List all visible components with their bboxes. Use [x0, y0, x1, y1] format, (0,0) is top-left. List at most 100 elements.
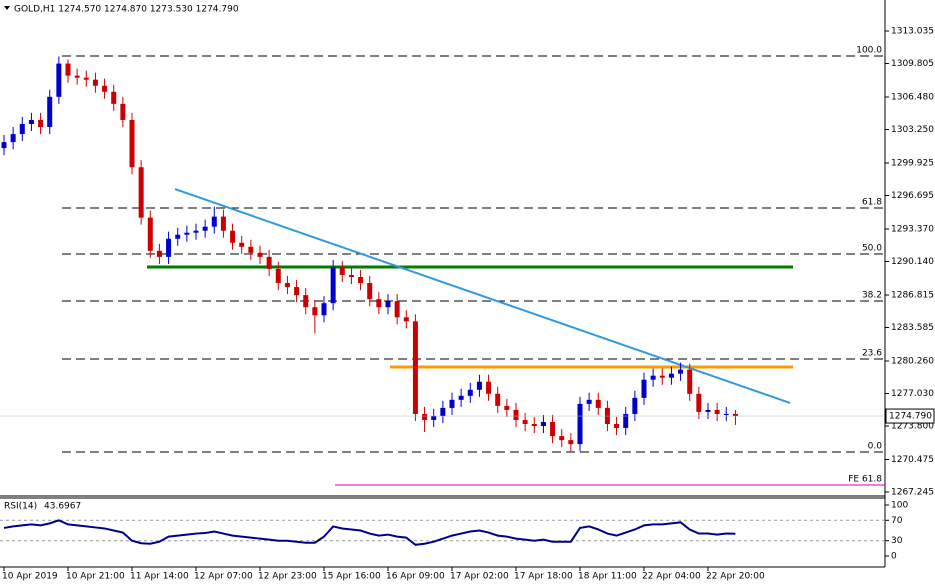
- candle-body: [193, 230, 199, 233]
- y-tick-label: 1283.585: [891, 323, 934, 333]
- candle-body: [376, 299, 382, 308]
- candle-body: [586, 399, 592, 404]
- y-tick-label: 1293.370: [891, 224, 934, 234]
- candle-body: [239, 242, 245, 247]
- candle-body: [577, 403, 583, 445]
- candle-body: [358, 277, 364, 284]
- symbol-info: GOLD,H1 1274.570 1274.870 1273.530 1274.…: [14, 5, 239, 15]
- candle-body: [550, 421, 556, 437]
- fib-label: 100.0: [856, 46, 882, 56]
- candle-body: [687, 369, 693, 394]
- candle-body: [723, 413, 729, 415]
- candle-body: [458, 395, 464, 400]
- candle-body: [385, 301, 391, 308]
- x-tick-label: 17 Apr 18:00: [514, 572, 573, 582]
- x-tick-label: 10 Apr 21:00: [66, 572, 125, 582]
- candle-body: [284, 283, 290, 288]
- y-tick-label: 1299.925: [891, 158, 934, 168]
- candle-body: [659, 375, 665, 378]
- candle-body: [74, 75, 80, 78]
- candle-body: [668, 373, 674, 378]
- y-tick-label: 1277.030: [891, 389, 934, 399]
- x-tick-label: 15 Apr 16:00: [322, 572, 381, 582]
- rsi-tick-label: 100: [891, 501, 908, 511]
- candle-body: [111, 91, 117, 104]
- candle-body: [412, 321, 418, 414]
- trend-line: [174, 188, 791, 404]
- candle-body: [321, 303, 327, 316]
- symbol-arrow: [4, 6, 10, 10]
- candle-body: [732, 413, 738, 417]
- candle-body: [92, 79, 98, 86]
- candle-body: [339, 266, 345, 276]
- candle-body: [641, 379, 647, 398]
- candle-body: [19, 123, 25, 135]
- rsi-value: 43.6967: [44, 502, 81, 512]
- y-tick-label: 1270.475: [891, 455, 934, 465]
- y-tick-label: 1267.245: [891, 488, 934, 498]
- candle-body: [714, 409, 720, 414]
- candle-body: [403, 317, 409, 322]
- y-tick-label: 1296.695: [891, 191, 934, 201]
- candle-body: [230, 230, 236, 243]
- x-tick-label: 11 Apr 14:00: [130, 572, 189, 582]
- x-tick-label: 10 Apr 2019: [2, 572, 58, 582]
- y-tick-label: 1290.140: [891, 257, 934, 267]
- y-tick-label: 1273.800: [891, 422, 934, 432]
- candle-body: [449, 399, 455, 408]
- candle-body: [28, 119, 34, 124]
- x-tick-label: 12 Apr 23:00: [258, 572, 317, 582]
- candle-body: [531, 424, 537, 427]
- candle-body: [175, 234, 181, 239]
- candle-body: [248, 246, 254, 253]
- candle-body: [495, 393, 501, 406]
- fib-label: 61.8: [862, 198, 882, 208]
- fib-label: FE 61.8: [848, 475, 882, 485]
- candle-body: [650, 375, 656, 380]
- candle-body: [166, 238, 172, 257]
- price-label: 1274.790: [889, 412, 932, 422]
- candle-body: [303, 295, 309, 308]
- candle-body: [202, 226, 208, 231]
- candle-body: [138, 167, 144, 218]
- candle-body: [275, 268, 281, 284]
- candle-body: [147, 217, 153, 251]
- x-tick-label: 18 Apr 11:00: [578, 572, 637, 582]
- candle-body: [312, 307, 318, 316]
- rsi-name: RSI(14): [4, 502, 37, 512]
- y-tick-label: 1286.815: [891, 290, 934, 300]
- rsi-tick-label: 70: [891, 516, 903, 526]
- x-tick-label: 22 Apr 20:00: [706, 572, 765, 582]
- candle-body: [330, 266, 336, 304]
- candle-body: [10, 134, 16, 143]
- candle-body: [1, 142, 7, 149]
- candle-body: [367, 283, 373, 300]
- y-tick-label: 1306.480: [891, 93, 934, 103]
- candle-body: [220, 216, 226, 231]
- x-tick-label: 12 Apr 07:00: [194, 572, 253, 582]
- candle-body: [431, 415, 437, 420]
- price-box: [885, 408, 935, 424]
- fib-label: 50.0: [862, 243, 882, 253]
- rsi-line: [3, 519, 736, 546]
- candle-body: [47, 96, 53, 128]
- fib-label: 23.6: [862, 348, 882, 358]
- candle-body: [705, 409, 711, 412]
- candle-body: [476, 381, 482, 390]
- rsi-tick-label: 30: [891, 536, 903, 546]
- x-tick-label: 16 Apr 09:00: [386, 572, 445, 582]
- candle-body: [394, 301, 400, 318]
- candle-body: [678, 369, 684, 374]
- y-tick-label: 1309.805: [891, 59, 934, 69]
- candle-body: [83, 77, 89, 80]
- candle-body: [156, 250, 162, 257]
- candle-body: [38, 119, 44, 128]
- candle-body: [56, 63, 62, 97]
- y-tick-label: 1313.035: [891, 27, 934, 37]
- candle-body: [129, 119, 135, 168]
- candle-body: [559, 436, 565, 441]
- candle-body: [102, 85, 108, 92]
- candle-body: [65, 63, 71, 76]
- candle-body: [595, 399, 601, 408]
